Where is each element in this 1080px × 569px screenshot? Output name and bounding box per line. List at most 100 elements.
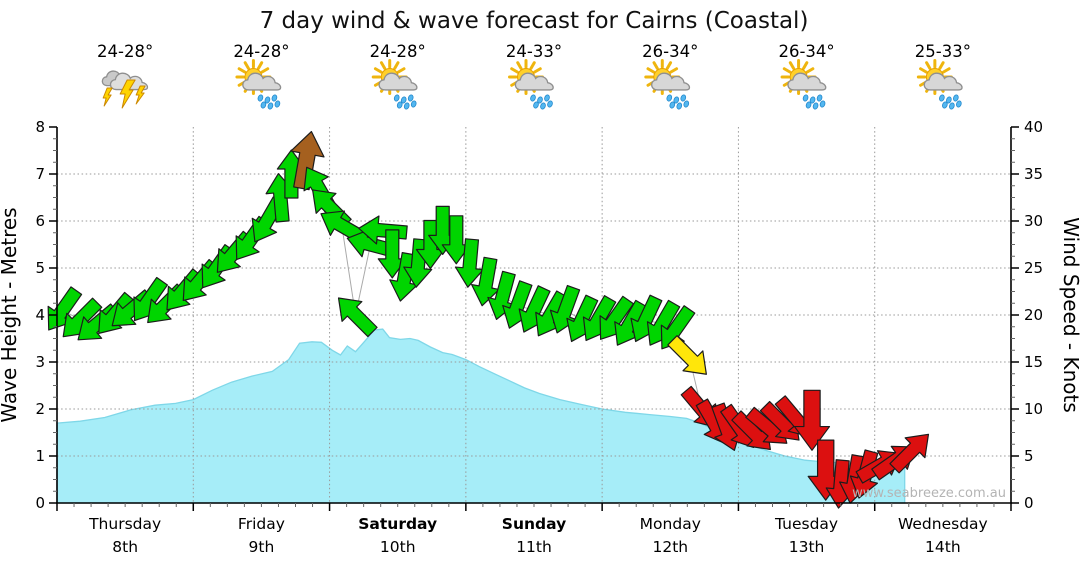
right-axis-tick-label: 20 (1024, 306, 1043, 324)
raindrop (403, 102, 410, 110)
right-axis-tick-label: 40 (1024, 118, 1043, 136)
sun-ray (393, 61, 400, 70)
raindrop (673, 96, 680, 104)
temp-label: 26-34° (642, 42, 698, 61)
day-name-label: Tuesday (774, 515, 838, 533)
raindrop (949, 102, 955, 110)
right-axis-tick-label: 15 (1024, 353, 1043, 371)
raindrop (393, 94, 400, 102)
wind-arrow-brown (290, 130, 325, 191)
day-date-label: 12th (652, 538, 688, 556)
sun-ray (788, 61, 796, 70)
raindrop (530, 94, 536, 102)
right-axis-tick-label: 0 (1024, 494, 1034, 512)
raindrop (946, 96, 952, 104)
day-name-label: Saturday (358, 515, 437, 533)
wind-arrow-yellow (667, 335, 707, 375)
raindrop (257, 94, 264, 102)
sun-ray (802, 61, 809, 70)
wind-arrow-layer (47, 130, 930, 509)
sun-ray (646, 67, 656, 74)
left-axis-tick-label: 2 (35, 400, 45, 418)
day-date-label: 10th (380, 538, 416, 556)
left-axis-title: Wave Height - Metres (0, 207, 21, 422)
weather-icon-sun-showers (235, 59, 282, 110)
left-axis-tick-label: 0 (35, 494, 45, 512)
day-name-label: Thursday (88, 515, 161, 533)
left-axis-tick-label: 3 (35, 353, 45, 371)
wind-arrow-red (793, 389, 831, 451)
right-axis-tick-label: 35 (1024, 165, 1043, 183)
weather-icon-storm (101, 70, 149, 109)
sun-ray (925, 61, 932, 70)
sun-ray (805, 67, 815, 74)
sun-ray (938, 61, 945, 70)
raindrop (942, 101, 948, 109)
sun-ray (396, 67, 406, 74)
temp-label: 26-34° (778, 42, 834, 61)
chart-title: 7 day wind & wave forecast for Cairns (C… (260, 8, 809, 34)
day-header-layer: 24-28° Thursday 8th 24-28° Friday 9th 24-28° Sa… (88, 42, 988, 556)
sun-ray (919, 67, 928, 74)
raindrop (274, 100, 281, 108)
wind-arrow-green (660, 305, 696, 350)
raindrop (819, 100, 826, 108)
sun-ray (652, 61, 659, 70)
wind-arrow-green (337, 297, 378, 338)
left-axis-tick-label: 7 (35, 165, 45, 183)
raindrop (396, 101, 403, 109)
cloud-shape (514, 72, 554, 91)
raindrop (669, 101, 676, 109)
raindrop (264, 96, 271, 104)
sun-ray (665, 61, 673, 70)
raindrop (680, 94, 687, 102)
raindrop (809, 96, 816, 104)
sun-ray (533, 67, 542, 74)
left-axis-tick-label: 5 (35, 259, 45, 277)
raindrop (816, 94, 823, 102)
right-axis-tick-label: 10 (1024, 400, 1043, 418)
weather-icon-sun-showers (916, 59, 963, 110)
left-axis-tick-label: 4 (35, 306, 45, 324)
raindrop (802, 94, 809, 102)
day-date-label: 8th (112, 538, 138, 556)
raindrop (540, 102, 546, 110)
raindrop (260, 101, 267, 109)
lightning-bolt (119, 79, 136, 109)
temp-label: 24-28° (97, 42, 153, 61)
raindrop (683, 100, 690, 108)
lightning-bolt (135, 85, 146, 105)
right-axis-tick-label: 5 (1024, 447, 1034, 465)
raindrop (533, 101, 539, 109)
raindrop (953, 94, 959, 102)
sun-ray (669, 67, 679, 74)
sun-ray (243, 61, 250, 70)
raindrop (410, 100, 417, 108)
sun-ray (942, 67, 951, 74)
sun-ray (260, 67, 270, 74)
cloud-shape (923, 72, 963, 91)
right-axis-title: Wind Speed - Knots (1059, 217, 1080, 413)
raindrop (666, 94, 673, 102)
temp-label: 24-33° (506, 42, 562, 61)
day-date-label: 9th (249, 538, 275, 556)
day-name-label: Friday (238, 515, 285, 533)
sun-ray (256, 61, 264, 70)
raindrop (537, 96, 543, 104)
weather-icon-sun-showers (508, 59, 554, 110)
day-date-label: 14th (925, 538, 961, 556)
day-date-label: 11th (516, 538, 552, 556)
axes-layer: 0 1 2 3 4 5 6 7 8 0 5 10 15 20 25 30 35 40 (35, 118, 1043, 512)
weather-icon-sun-showers (644, 59, 691, 110)
raindrop (956, 100, 962, 108)
sun-ray (373, 67, 383, 74)
left-axis-tick-label: 1 (35, 447, 45, 465)
sun-ray (510, 67, 519, 74)
day-date-label: 13th (789, 538, 825, 556)
raindrop (939, 94, 945, 102)
temp-label: 24-28° (370, 42, 426, 61)
raindrop (812, 102, 819, 110)
sun-ray (782, 67, 792, 74)
